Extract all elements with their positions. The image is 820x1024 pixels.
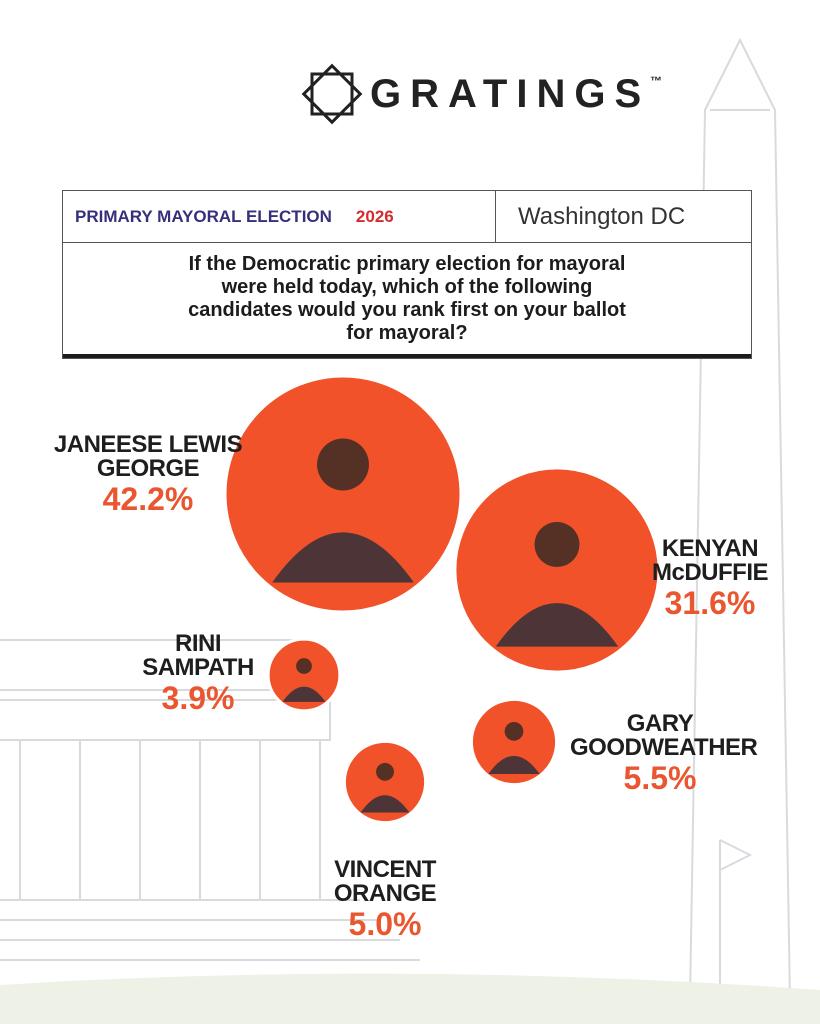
value-label: 3.9%: [161, 680, 235, 716]
portrait-body: [488, 755, 540, 774]
election: PRIMARY MAYORAL ELECTION: [75, 206, 332, 226]
location: Washington DC: [518, 202, 686, 230]
candidate-label: RINI SAMPATH 3.9%: [138, 630, 258, 716]
logo-text: GRATINGS: [370, 71, 651, 116]
portrait-body: [282, 686, 326, 702]
trademark: ™: [650, 74, 663, 88]
candidate-label: VINCENT ORANGE 5.0%: [315, 856, 455, 942]
candidate-label: JANEESE LEWIS GEORGE 42.2%: [53, 431, 243, 517]
info-row: PRIMARY MAYORAL ELECTION 2026 Washington…: [63, 191, 751, 243]
year: 2026: [355, 206, 394, 226]
info-box: PRIMARY MAYORAL ELECTION 2026 Washington…: [62, 190, 752, 359]
candidate-name: VINCENT ORANGE: [333, 856, 437, 907]
bubble: [266, 637, 342, 713]
bubble: [469, 697, 559, 787]
value-label: 5.5%: [623, 760, 697, 796]
bubble: [342, 739, 428, 825]
portrait-head: [296, 658, 312, 674]
election-cell: PRIMARY MAYORAL ELECTION 2026: [63, 191, 496, 242]
logo-mark: [301, 63, 363, 125]
value-label: 5.0%: [348, 906, 422, 942]
portrait-head: [376, 762, 394, 781]
candidate-label: GARY GOODWEATHER 5.5%: [570, 710, 758, 796]
logo: GRATINGS ™: [300, 58, 662, 130]
portrait-head: [534, 522, 580, 567]
candidate-name: KENYAN McDUFFIE: [652, 535, 769, 586]
portrait-body: [495, 603, 619, 647]
portrait-body: [272, 532, 414, 583]
portrait-head: [504, 721, 524, 741]
candidate-name: JANEESE LEWIS GEORGE: [53, 431, 243, 482]
bubble: [223, 374, 463, 614]
value-label: 42.2%: [102, 481, 194, 517]
monument-sketch: [0, 37, 792, 1001]
candidate-name: GARY GOODWEATHER: [570, 710, 758, 761]
value-label: 31.6%: [664, 585, 756, 621]
bubble: [453, 466, 661, 674]
question: If the Democratic primary election for m…: [63, 243, 751, 358]
candidate-label: KENYAN McDUFFIE 31.6%: [645, 535, 775, 621]
ground: [0, 973, 820, 1024]
candidate-name: RINI SAMPATH: [142, 630, 254, 681]
portrait-head: [317, 438, 369, 491]
portrait-body: [360, 795, 410, 813]
